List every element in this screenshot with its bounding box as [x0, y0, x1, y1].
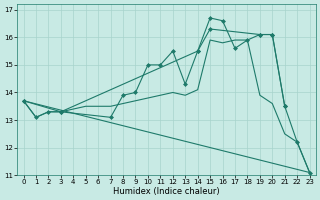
X-axis label: Humidex (Indice chaleur): Humidex (Indice chaleur) [113, 187, 220, 196]
